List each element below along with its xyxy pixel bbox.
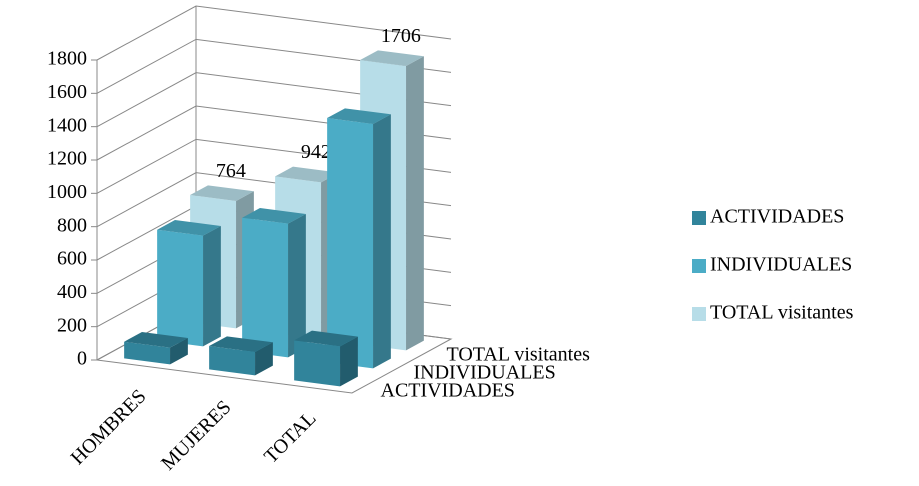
x-tick-label: MUJERES (157, 396, 235, 474)
bar-side (373, 114, 391, 369)
y-tick-label: 200 (57, 314, 87, 336)
bar (157, 220, 221, 347)
bar-top (157, 220, 221, 236)
y-tick-label: 1000 (47, 181, 87, 203)
legend-swatch (692, 259, 706, 273)
bar (209, 336, 273, 376)
bar-side (255, 342, 273, 376)
data-label: 942 (301, 141, 331, 163)
y-tick-label: 0 (77, 348, 87, 370)
y-tick-label: 1400 (47, 114, 87, 136)
bar-front (294, 340, 341, 387)
y-tick-label: 800 (57, 214, 87, 236)
legend-swatch (692, 211, 706, 225)
bar-top (190, 185, 254, 201)
bar-front (209, 346, 256, 376)
depth-label: TOTAL visitantes (447, 344, 591, 366)
data-label: 764 (216, 160, 246, 182)
y-tick-label: 1800 (47, 48, 87, 70)
bar-side (288, 213, 306, 358)
bar-top (209, 336, 273, 352)
y-tick-label: 600 (57, 248, 87, 270)
x-tick-label: HOMBRES (67, 385, 151, 469)
bar-front (242, 217, 289, 358)
bar-front (157, 229, 204, 347)
bar-top (124, 332, 188, 348)
bar-front (327, 118, 374, 369)
x-tick-label: TOTAL (260, 407, 321, 468)
bar-side (170, 337, 188, 365)
bar-top (275, 166, 339, 183)
depth-label: INDIVIDUALES (414, 362, 556, 384)
y-tick-label: 400 (57, 281, 87, 303)
bar-front (124, 341, 171, 365)
bar-top (360, 50, 424, 66)
legend-label: ACTIVIDADES (710, 206, 844, 228)
bar-side (203, 225, 221, 347)
legend-label: TOTAL visitantes (710, 302, 854, 324)
bar (294, 330, 358, 387)
legend-label: INDIVIDUALES (710, 254, 852, 276)
y-tick-label: 1600 (47, 81, 87, 103)
bar-side (406, 56, 424, 351)
legend-swatch (692, 307, 706, 321)
data-label: 1706 (381, 25, 421, 47)
bar-top (327, 108, 391, 124)
bar (242, 208, 306, 358)
bar-top (242, 208, 306, 224)
bar (327, 108, 391, 369)
bar-top (294, 330, 358, 347)
y-tick-label: 1200 (47, 148, 87, 170)
depth-label: ACTIVIDADES (381, 380, 515, 402)
bar (124, 332, 188, 365)
bar-side (340, 336, 358, 387)
